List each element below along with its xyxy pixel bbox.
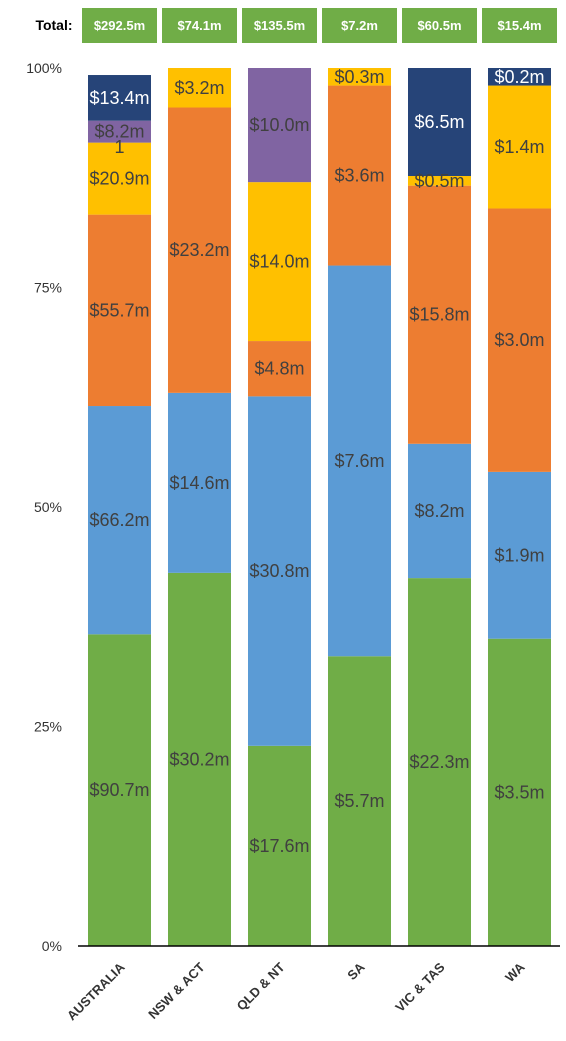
y-axis: 0% 25% 50% 75% 100%: [26, 60, 62, 954]
x-tick-label: SA: [344, 959, 368, 983]
bar-segment: [328, 265, 391, 657]
data-labels: $90.7m $66.2m $55.7m $20.9m $8.2m $13.4m $30.2…: [89, 67, 544, 856]
bar-segment: [408, 175, 471, 186]
data-label: $5.7m: [334, 791, 384, 811]
data-label: $13.4m: [89, 88, 149, 108]
data-label: $17.6m: [249, 836, 309, 856]
bar-segment: [408, 443, 471, 579]
data-label: $7.6m: [334, 451, 384, 471]
x-tick-label: VIC & TAS: [392, 959, 448, 1015]
bar-segment: [488, 208, 551, 472]
bar-segment: [408, 185, 471, 444]
y-tick-label: 25%: [34, 719, 62, 735]
data-label: $3.0m: [494, 330, 544, 350]
total-box: [402, 8, 477, 43]
data-label: $22.3m: [409, 752, 469, 772]
data-label: $1.9m: [494, 545, 544, 565]
total-box: [322, 8, 397, 43]
x-axis: AUSTRALIA NSW & ACT QLD & NT SA VIC & TAS WA: [64, 945, 560, 1023]
data-label: $23.2m: [169, 240, 229, 260]
annotation-label: 1: [114, 137, 124, 157]
bar-segment: [328, 68, 391, 86]
data-label: $0.2m: [494, 67, 544, 87]
bar-segment: [488, 68, 551, 86]
x-tick-label: QLD & NT: [234, 959, 288, 1013]
bar-segment: [88, 214, 151, 407]
y-tick-label: 0%: [42, 938, 62, 954]
bar-segment: [88, 75, 151, 121]
bar-segment: [88, 406, 151, 635]
data-label: $20.9m: [89, 169, 149, 189]
bar-segment: [408, 68, 471, 176]
data-label: $15.8m: [409, 305, 469, 325]
bar-segment: [168, 572, 231, 946]
data-label: $8.2m: [414, 501, 464, 521]
data-label: $10.0m: [249, 115, 309, 135]
bar-segment: [248, 341, 311, 397]
total-value: $7.2m: [341, 18, 378, 33]
total-box: [82, 8, 157, 43]
data-label: $0.3m: [334, 67, 384, 87]
bar-segment: [88, 634, 151, 946]
data-label: $1.4m: [494, 137, 544, 157]
total-value: $74.1m: [177, 18, 221, 33]
totals-row-label: Total:: [35, 17, 72, 33]
bar-segment: [328, 85, 391, 266]
data-label: $30.8m: [249, 561, 309, 581]
bar-segment: [488, 638, 551, 946]
data-label: $3.5m: [494, 782, 544, 802]
bar-segment: [168, 107, 231, 393]
bar-segment: [408, 578, 471, 946]
data-label: $3.6m: [334, 166, 384, 186]
total-box: [482, 8, 557, 43]
total-value: $292.5m: [94, 18, 145, 33]
bar-segment: [168, 392, 231, 573]
x-tick-label: WA: [502, 959, 528, 985]
bar-segment: [248, 68, 311, 183]
data-label: $8.2m: [94, 122, 144, 142]
x-tick-label: NSW & ACT: [145, 959, 207, 1021]
bars: [88, 68, 551, 946]
bar-segment: [488, 85, 551, 209]
data-label: $66.2m: [89, 510, 149, 530]
y-tick-label: 100%: [26, 60, 62, 76]
data-label: $14.0m: [249, 252, 309, 272]
data-label: $14.6m: [169, 473, 229, 493]
total-value: $60.5m: [417, 18, 461, 33]
data-label: $6.5m: [414, 112, 464, 132]
bar-segment: [328, 656, 391, 946]
bar-segment: [88, 120, 151, 143]
bar-segment: [248, 182, 311, 342]
data-label: $0.5m: [414, 171, 464, 191]
bar-segment: [488, 471, 551, 639]
bar-segment: [248, 745, 311, 946]
data-label: $4.8m: [254, 359, 304, 379]
total-box: [162, 8, 237, 43]
x-tick-label: AUSTRALIA: [64, 959, 128, 1023]
total-value: $15.4m: [497, 18, 541, 33]
y-tick-label: 50%: [34, 499, 62, 515]
bar-segment: [88, 142, 151, 215]
bar-segment: [248, 396, 311, 746]
data-label: $3.2m: [174, 78, 224, 98]
total-box: [242, 8, 317, 43]
data-label: $30.2m: [169, 749, 229, 769]
y-tick-label: 75%: [34, 280, 62, 296]
data-label: $90.7m: [89, 780, 149, 800]
bar-segment: [168, 68, 231, 108]
totals-row: $292.5m $74.1m $135.5m $7.2m $60.5m $15.4m: [82, 8, 557, 43]
data-label: $55.7m: [89, 300, 149, 320]
total-value: $135.5m: [254, 18, 305, 33]
